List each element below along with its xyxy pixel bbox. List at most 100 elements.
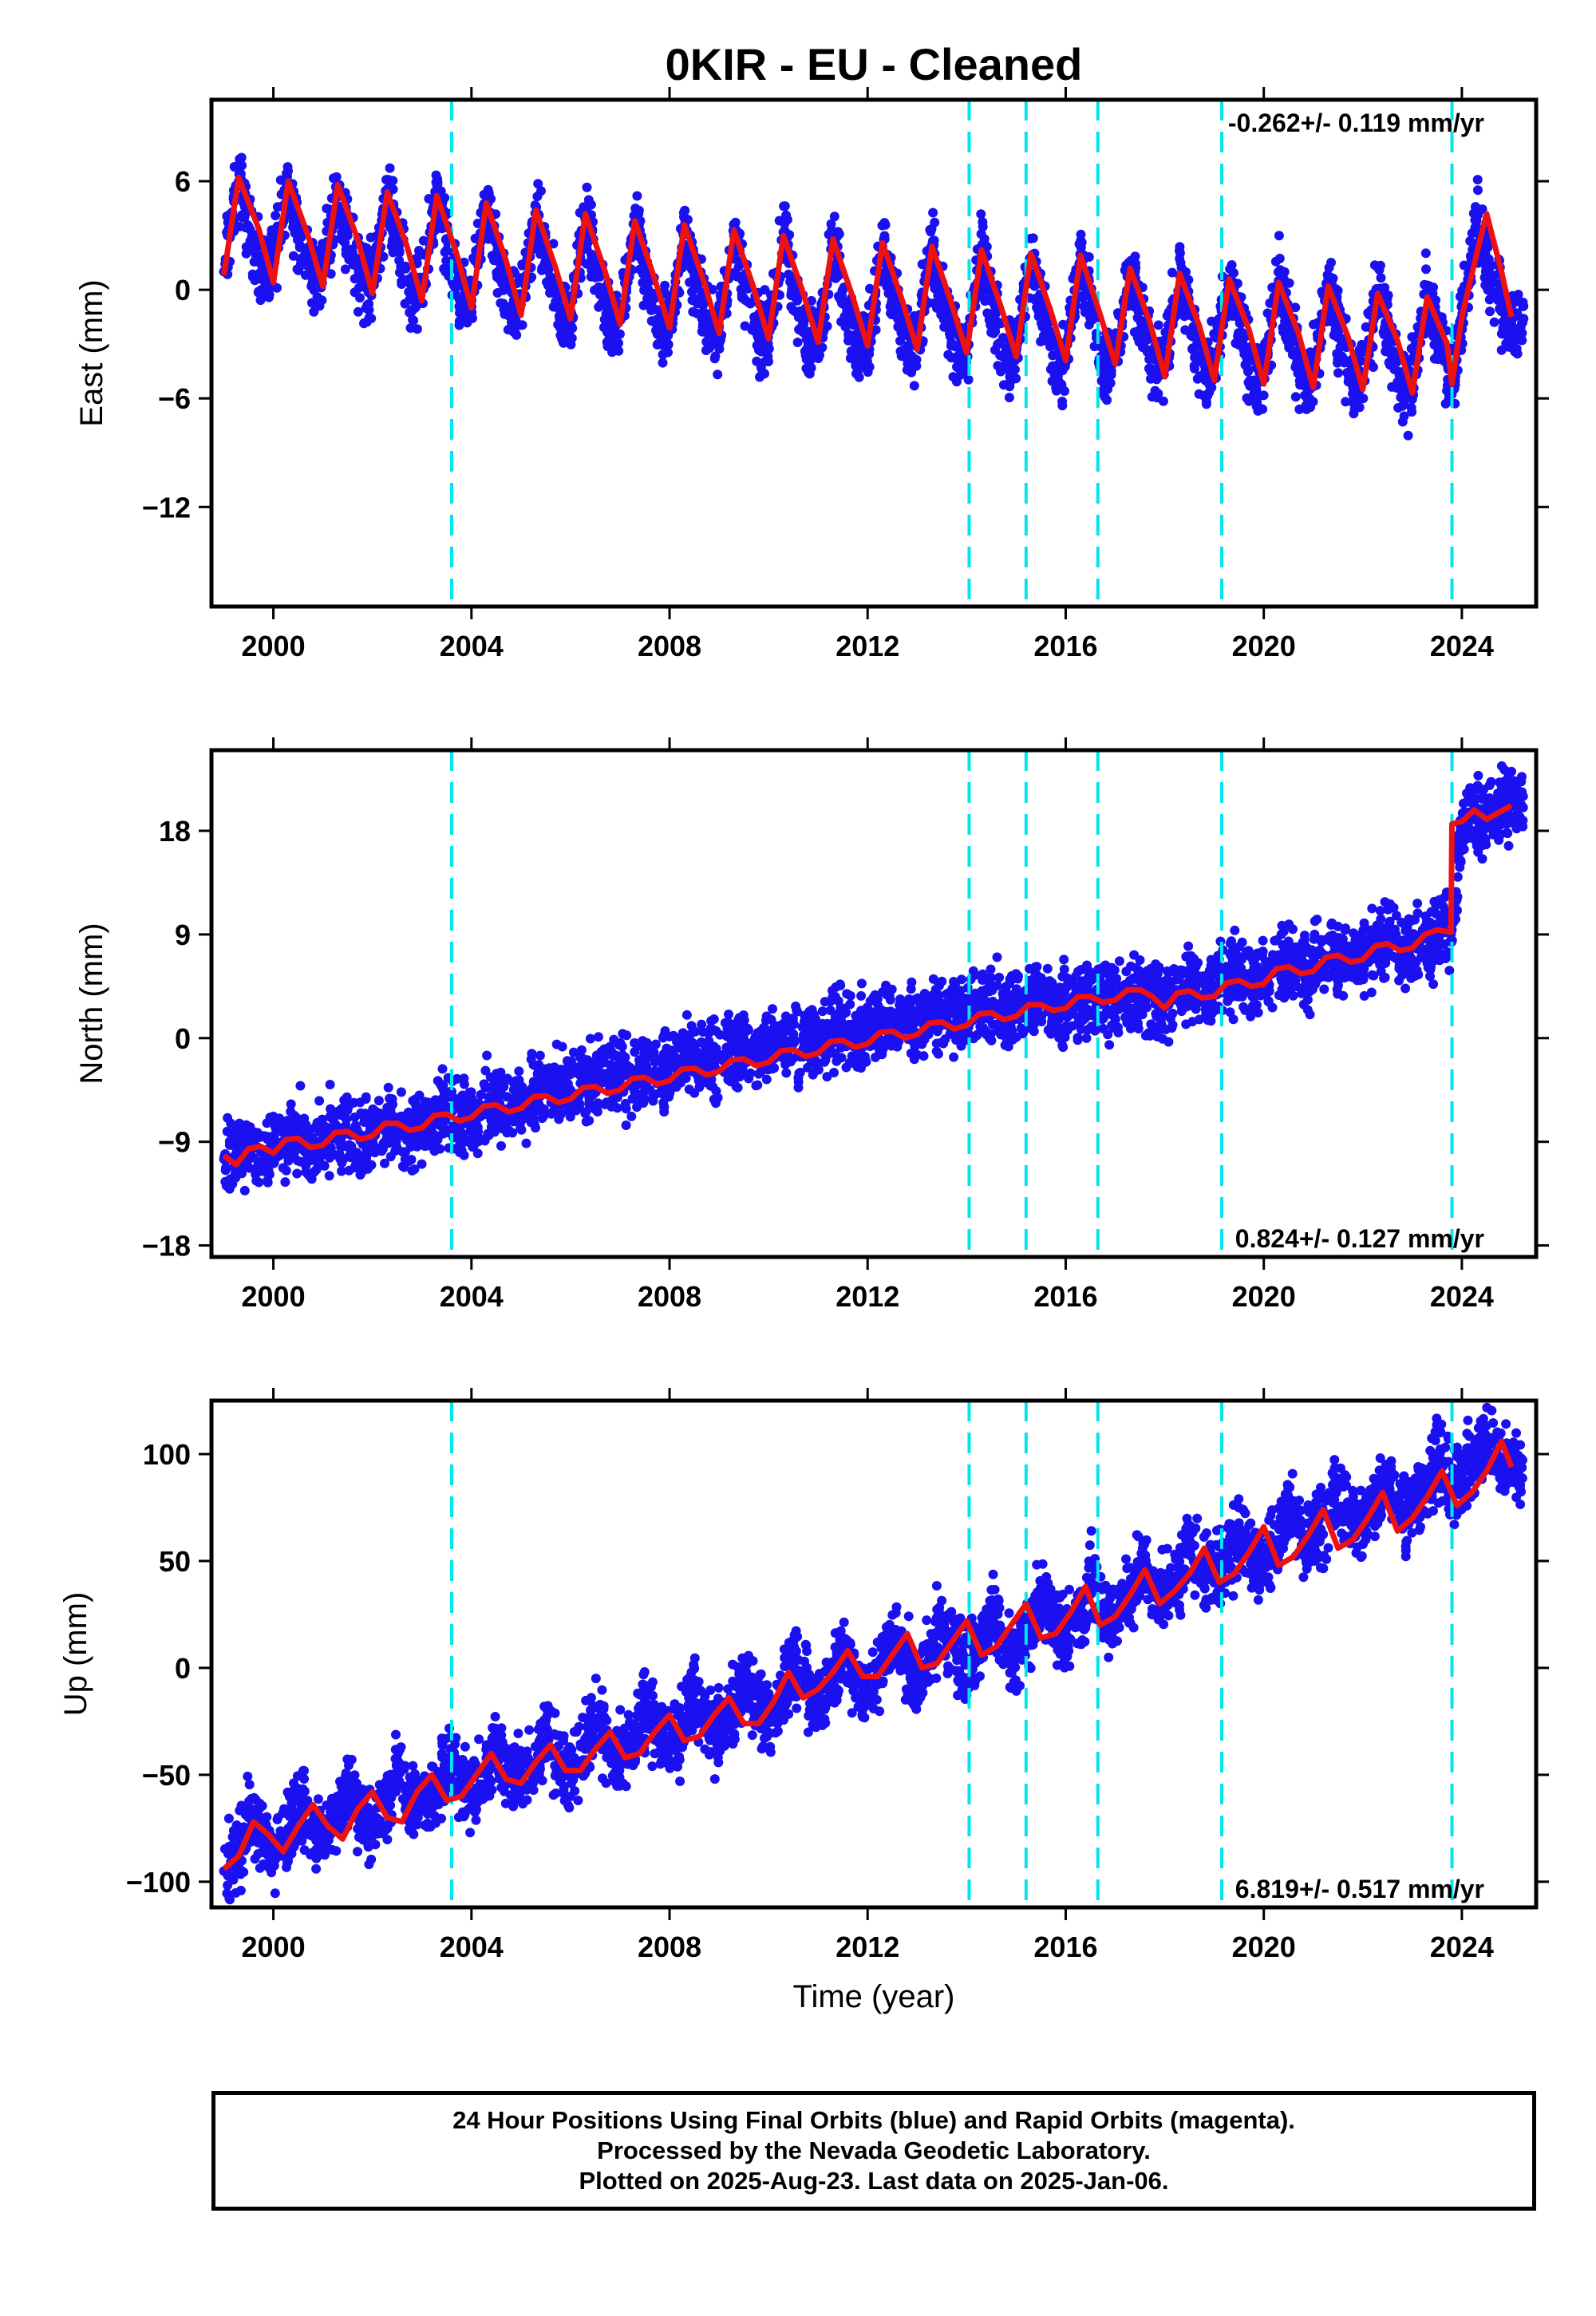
data-point: [448, 1122, 458, 1132]
data-point: [484, 192, 495, 203]
data-point: [1175, 242, 1185, 252]
data-point: [593, 1032, 603, 1042]
data-point: [310, 1166, 320, 1176]
data-point: [592, 1101, 602, 1111]
data-point: [1481, 258, 1491, 268]
data-point: [590, 259, 600, 270]
data-point: [239, 211, 249, 220]
data-point: [301, 1167, 311, 1177]
data-point: [250, 275, 260, 286]
data-point: [843, 331, 854, 341]
data-point: [507, 322, 517, 332]
data-point: [583, 195, 594, 205]
x-tick-label: 2024: [1430, 630, 1494, 662]
data-point: [323, 1124, 334, 1135]
data-point: [421, 1101, 431, 1111]
data-point: [606, 339, 615, 350]
data-point: [754, 345, 764, 355]
data-point: [456, 299, 467, 310]
data-point: [1085, 302, 1096, 313]
data-point: [414, 1090, 425, 1101]
data-point: [1058, 362, 1069, 372]
y-tick-label: 6: [175, 165, 191, 198]
data-point: [1274, 231, 1284, 241]
data-point: [1126, 255, 1136, 266]
data-point: [472, 1148, 483, 1159]
data-point: [1009, 365, 1020, 374]
figure-title: 0KIR - EU - Cleaned: [666, 39, 1083, 89]
data-point: [385, 163, 395, 173]
data-point: [293, 227, 303, 237]
data-point: [1512, 349, 1523, 359]
data-point: [1326, 258, 1336, 267]
data-point: [1201, 399, 1211, 409]
data-point: [1309, 319, 1318, 330]
data-point: [978, 282, 989, 292]
data-point: [329, 173, 338, 184]
panel-east: 2000 2004 2008 2012 2016 2020 2024−12−606East …: [74, 87, 1549, 662]
data-point: [753, 334, 764, 344]
x-tick-label: 2012: [836, 630, 899, 662]
data-point: [361, 1094, 371, 1104]
data-point: [319, 1160, 330, 1171]
data-point: [387, 1094, 397, 1105]
data-point: [418, 1134, 429, 1144]
data-point: [282, 168, 292, 179]
data-point: [1519, 314, 1529, 324]
data-point: [399, 1162, 409, 1172]
data-point: [441, 255, 452, 266]
data-point: [314, 1096, 325, 1106]
data-point: [383, 1082, 393, 1093]
data-point: [1084, 252, 1094, 262]
data-point: [662, 339, 672, 350]
data-point: [290, 1142, 301, 1152]
data-point: [654, 1068, 665, 1078]
data-point: [281, 1165, 291, 1176]
data-point: [382, 1110, 393, 1120]
data-point: [1076, 229, 1086, 239]
data-point: [567, 322, 577, 332]
data-point: [1057, 397, 1068, 406]
data-point: [605, 1078, 615, 1089]
data-point: [234, 166, 244, 176]
plot-frame: [209, 97, 1539, 609]
data-point: [710, 351, 721, 362]
data-point: [264, 292, 274, 302]
data-point: [630, 204, 641, 214]
data-point: [607, 347, 617, 358]
data-point: [394, 247, 405, 258]
panel-north: 2000 2004 2008 2012 2016 2020 2024−18−90918Nor…: [74, 737, 1549, 1313]
data-point: [1204, 379, 1215, 389]
data-point: [517, 1081, 527, 1092]
data-point: [797, 321, 807, 331]
data-point: [1349, 404, 1360, 414]
data-point: [1058, 319, 1069, 330]
data-point: [581, 1107, 591, 1117]
data-point: [582, 182, 592, 192]
data-point: [938, 306, 949, 317]
data-point: [605, 317, 615, 327]
data-point: [343, 1102, 354, 1113]
data-point: [1029, 279, 1040, 289]
data-point: [380, 1158, 389, 1168]
plot-area-north: [219, 750, 1528, 1257]
data-point: [1399, 411, 1409, 421]
data-point: [569, 1065, 579, 1075]
data-point: [1477, 204, 1487, 215]
data-point: [336, 1110, 346, 1120]
data-point: [788, 281, 799, 291]
data-point: [1252, 393, 1262, 403]
data-point: [1077, 237, 1087, 247]
data-point: [566, 339, 576, 350]
data-point: [730, 217, 741, 227]
data-point: [792, 338, 803, 347]
data-point: [531, 1105, 542, 1116]
data-point: [286, 1106, 296, 1117]
data-point: [407, 1117, 417, 1127]
data-point: [697, 326, 707, 337]
data-point: [713, 370, 723, 380]
data-point: [1287, 350, 1298, 360]
data-point: [406, 1155, 417, 1164]
data-point: [1507, 317, 1516, 327]
data-point: [1225, 264, 1235, 275]
